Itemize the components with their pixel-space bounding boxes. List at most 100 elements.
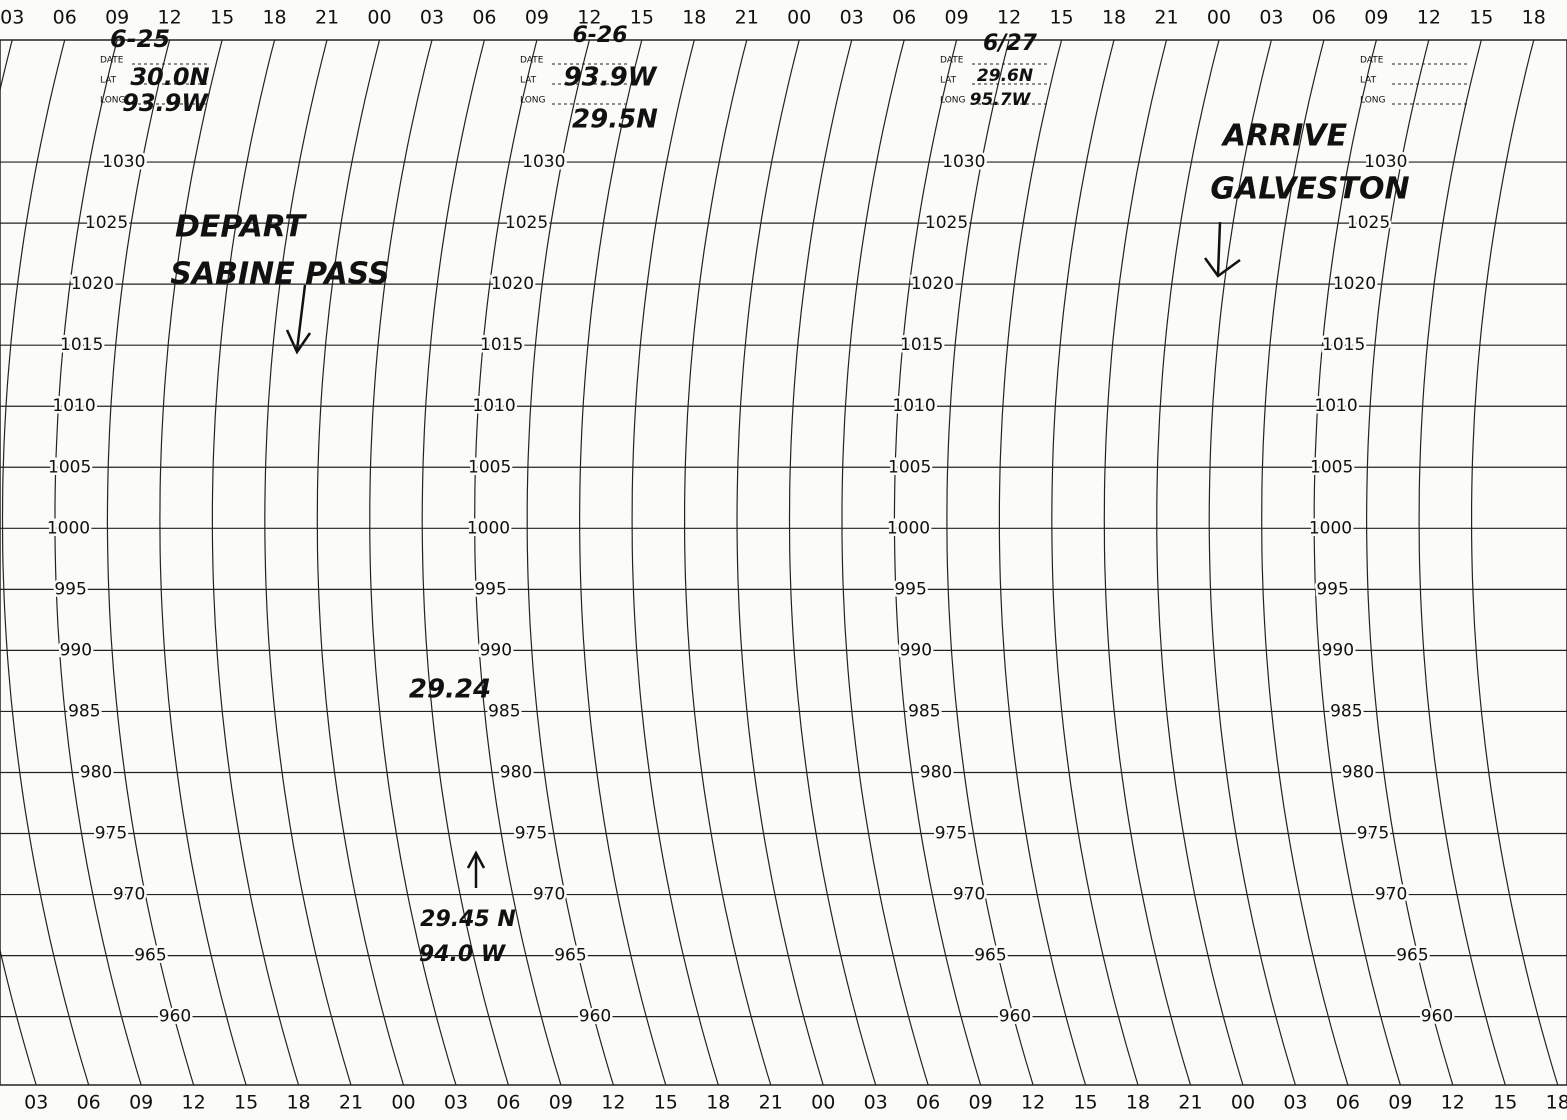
x-tick-label-bottom: 09 <box>969 1092 993 1114</box>
annotation: ARRIVE <box>1221 119 1348 154</box>
y-tick-label: 985 <box>68 701 100 721</box>
annotation: 30.0N <box>130 63 209 91</box>
y-tick-label: 1015 <box>60 335 103 355</box>
y-tick-label: 995 <box>54 579 86 599</box>
y-tick-label: 980 <box>1342 762 1374 782</box>
x-tick-label-top: 06 <box>1312 7 1336 29</box>
time-grid-line <box>894 40 980 1085</box>
y-tick-label: 975 <box>935 824 967 844</box>
x-tick-label-top: 15 <box>210 7 234 29</box>
x-tick-label-top: 06 <box>53 7 77 29</box>
form-label: LONG <box>520 96 546 106</box>
annotation: 29.6N <box>977 66 1033 86</box>
annotation: SABINE PASS <box>170 257 390 292</box>
y-tick-label: 1020 <box>1333 274 1376 294</box>
y-tick-label: 990 <box>480 640 512 660</box>
y-tick-label: 1000 <box>887 518 930 538</box>
form-label: DATE <box>940 56 964 66</box>
y-tick-label: 965 <box>134 946 166 966</box>
x-tick-label-top: 21 <box>1154 7 1178 29</box>
y-tick-label: 975 <box>515 824 547 844</box>
x-tick-label-bottom: 21 <box>339 1092 363 1114</box>
x-tick-label-bottom: 12 <box>1441 1092 1465 1114</box>
y-tick-label: 1020 <box>71 274 114 294</box>
x-tick-label-top: 18 <box>682 7 706 29</box>
time-grid-line <box>632 40 718 1085</box>
form-label: LAT <box>940 76 957 86</box>
y-tick-label: 980 <box>920 762 952 782</box>
time-grid-line <box>947 40 1033 1085</box>
y-tick-label: 995 <box>1316 579 1348 599</box>
y-tick-label: 960 <box>579 1007 611 1027</box>
y-tick-label: 965 <box>974 946 1006 966</box>
depart-arrow <box>287 285 310 352</box>
x-tick-label-bottom: 00 <box>811 1092 835 1114</box>
barograph-chart: 03 03 06 06 09 09 12 12 15 15 18 18 21 21 00 00 03 03 06 06… <box>0 0 1567 1120</box>
x-tick-label-top: 00 <box>1207 7 1231 29</box>
x-tick-label-bottom: 15 <box>654 1092 678 1114</box>
time-grid-line <box>107 40 193 1085</box>
x-tick-label-bottom: 03 <box>864 1092 888 1114</box>
y-tick-label: 1005 <box>1310 457 1353 477</box>
x-tick-label-bottom: 12 <box>182 1092 206 1114</box>
x-tick-label-top: 21 <box>315 7 339 29</box>
time-grid-line <box>580 40 666 1085</box>
time-grid-line <box>1472 40 1558 1085</box>
annotation: 95.7W <box>970 90 1032 110</box>
x-tick-label-top: 09 <box>945 7 969 29</box>
annotation: DEPART <box>175 210 308 245</box>
y-tick-label: 1005 <box>888 457 931 477</box>
time-grid-line <box>999 40 1085 1085</box>
y-tick-label: 1010 <box>472 396 515 416</box>
x-tick-label-top: 12 <box>997 7 1021 29</box>
x-tick-label-top: 18 <box>262 7 286 29</box>
x-tick-label-bottom: 03 <box>1283 1092 1307 1114</box>
x-tick-label-top: 21 <box>735 7 759 29</box>
x-tick-label-top: 18 <box>1102 7 1126 29</box>
y-tick-label: 1010 <box>1314 396 1357 416</box>
x-tick-label-bottom: 03 <box>444 1092 468 1114</box>
arrows <box>287 222 1240 888</box>
annotation: 6-25 <box>110 25 170 53</box>
y-tick-label: 1020 <box>911 274 954 294</box>
y-tick-label: 1030 <box>522 152 565 172</box>
y-tick-label: 970 <box>1375 885 1407 905</box>
x-tick-label-top: 06 <box>472 7 496 29</box>
y-tick-label: 995 <box>474 579 506 599</box>
time-grid-line <box>3 40 89 1085</box>
y-tick-label: 990 <box>60 640 92 660</box>
y-tick-label: 1000 <box>467 518 510 538</box>
x-tick-label-bottom: 09 <box>549 1092 573 1114</box>
x-tick-label-top: 03 <box>840 7 864 29</box>
x-tick-label-bottom: 18 <box>1126 1092 1150 1114</box>
time-grid-line <box>212 40 298 1085</box>
x-tick-label-top: 15 <box>1469 7 1493 29</box>
y-tick-label: 985 <box>908 701 940 721</box>
x-tick-label-bottom: 15 <box>234 1092 258 1114</box>
y-tick-label: 1005 <box>48 457 91 477</box>
x-tick-label-bottom: 00 <box>391 1092 415 1114</box>
x-tick-label-bottom: 18 <box>1546 1092 1567 1114</box>
time-grid-line <box>527 40 613 1085</box>
y-tick-label: 1015 <box>480 335 523 355</box>
time-grid-line <box>1419 40 1505 1085</box>
x-tick-label-top: 03 <box>1259 7 1283 29</box>
time-grid-line <box>160 40 246 1085</box>
x-tick-label-bottom: 18 <box>286 1092 310 1114</box>
y-tick-label: 1025 <box>85 213 128 233</box>
x-tick-label-top: 06 <box>892 7 916 29</box>
y-tick-label: 975 <box>1357 824 1389 844</box>
y-tick-label: 985 <box>488 701 520 721</box>
x-tick-label-bottom: 12 <box>601 1092 625 1114</box>
y-tick-label: 1015 <box>1322 335 1365 355</box>
x-tick-label-top: 00 <box>787 7 811 29</box>
y-tick-label: 1005 <box>468 457 511 477</box>
y-tick-label: 1030 <box>942 152 985 172</box>
time-grid-line <box>790 40 876 1085</box>
form-label: DATE <box>100 56 124 66</box>
x-tick-label-top: 03 <box>0 7 24 29</box>
annotation: 29.5N <box>572 105 658 135</box>
y-tick-label: 1010 <box>892 396 935 416</box>
time-grid-line <box>737 40 823 1085</box>
annotation: 94.0 W <box>419 942 507 967</box>
